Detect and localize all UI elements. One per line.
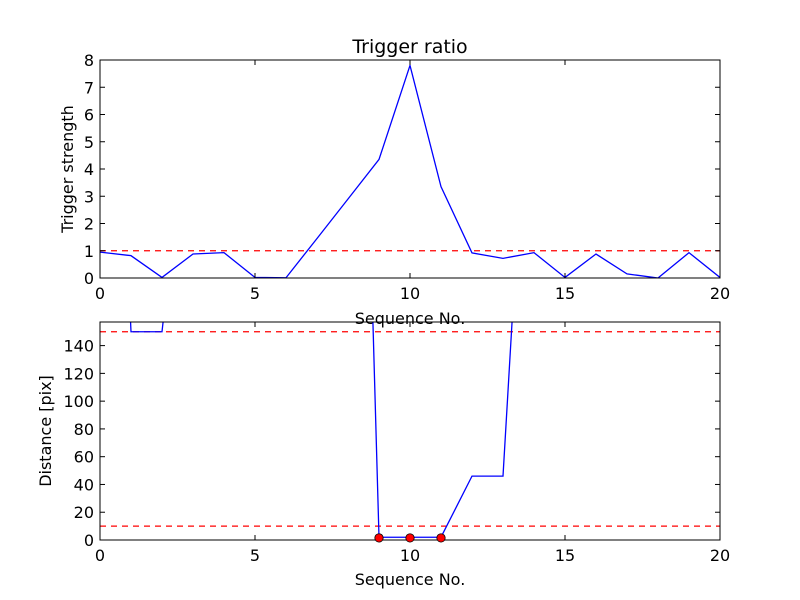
- y-tick-label: 0: [84, 269, 94, 288]
- y-tick-label: 80: [74, 420, 94, 439]
- y-tick-label: 120: [63, 364, 94, 383]
- chart-title: Trigger ratio: [351, 36, 467, 58]
- x-tick-label: 0: [95, 546, 105, 565]
- y-axis-label-bottom: Distance [pix]: [36, 375, 55, 487]
- ticks-bottom: 0 5 10 15 20 0 20 40 60 80 100 120 140: [63, 322, 730, 565]
- x-tick-label: 10: [400, 546, 420, 565]
- series-line: [100, 63, 720, 278]
- x-tick-label: 20: [710, 284, 730, 303]
- ticks-top: 0 5 10 15 20 0 1 2 3 4 5 6 7 8: [84, 51, 730, 303]
- x-axis-label-bottom: Sequence No.: [355, 570, 466, 589]
- data-point-marker: [405, 533, 415, 543]
- x-tick-label: 5: [250, 546, 260, 565]
- y-tick-label: 60: [74, 448, 94, 467]
- y-tick-label: 2: [84, 215, 94, 234]
- y-tick-label: 6: [84, 106, 94, 125]
- x-tick-label: 5: [250, 284, 260, 303]
- y-tick-label: 4: [84, 160, 94, 179]
- y-tick-label: 40: [74, 475, 94, 494]
- data-point-marker: [436, 533, 446, 543]
- y-tick-label: 20: [74, 503, 94, 522]
- x-tick-label: 15: [555, 284, 575, 303]
- x-tick-label: 0: [95, 284, 105, 303]
- y-tick-label: 5: [84, 133, 94, 152]
- y-tick-label: 8: [84, 51, 94, 70]
- y-tick-label: 7: [84, 78, 94, 97]
- y-tick-label: 0: [84, 531, 94, 550]
- y-tick-label: 3: [84, 187, 94, 206]
- x-tick-label: 15: [555, 546, 575, 565]
- x-axis-label-top: Sequence No.: [355, 309, 466, 328]
- y-tick-label: 1: [84, 242, 94, 261]
- trigger-ratio-subplot: Trigger ratio 0 5 10 15 20 0 1 2 3 4 5 6 7 8 Sequence…: [58, 36, 730, 328]
- x-tick-label: 20: [710, 546, 730, 565]
- y-tick-label: 140: [63, 337, 94, 356]
- plot-area-top: [100, 63, 720, 278]
- data-point-marker: [374, 533, 384, 543]
- y-tick-label: 100: [63, 392, 94, 411]
- y-axis-label-top: Trigger strength: [58, 105, 77, 234]
- x-tick-label: 10: [400, 284, 420, 303]
